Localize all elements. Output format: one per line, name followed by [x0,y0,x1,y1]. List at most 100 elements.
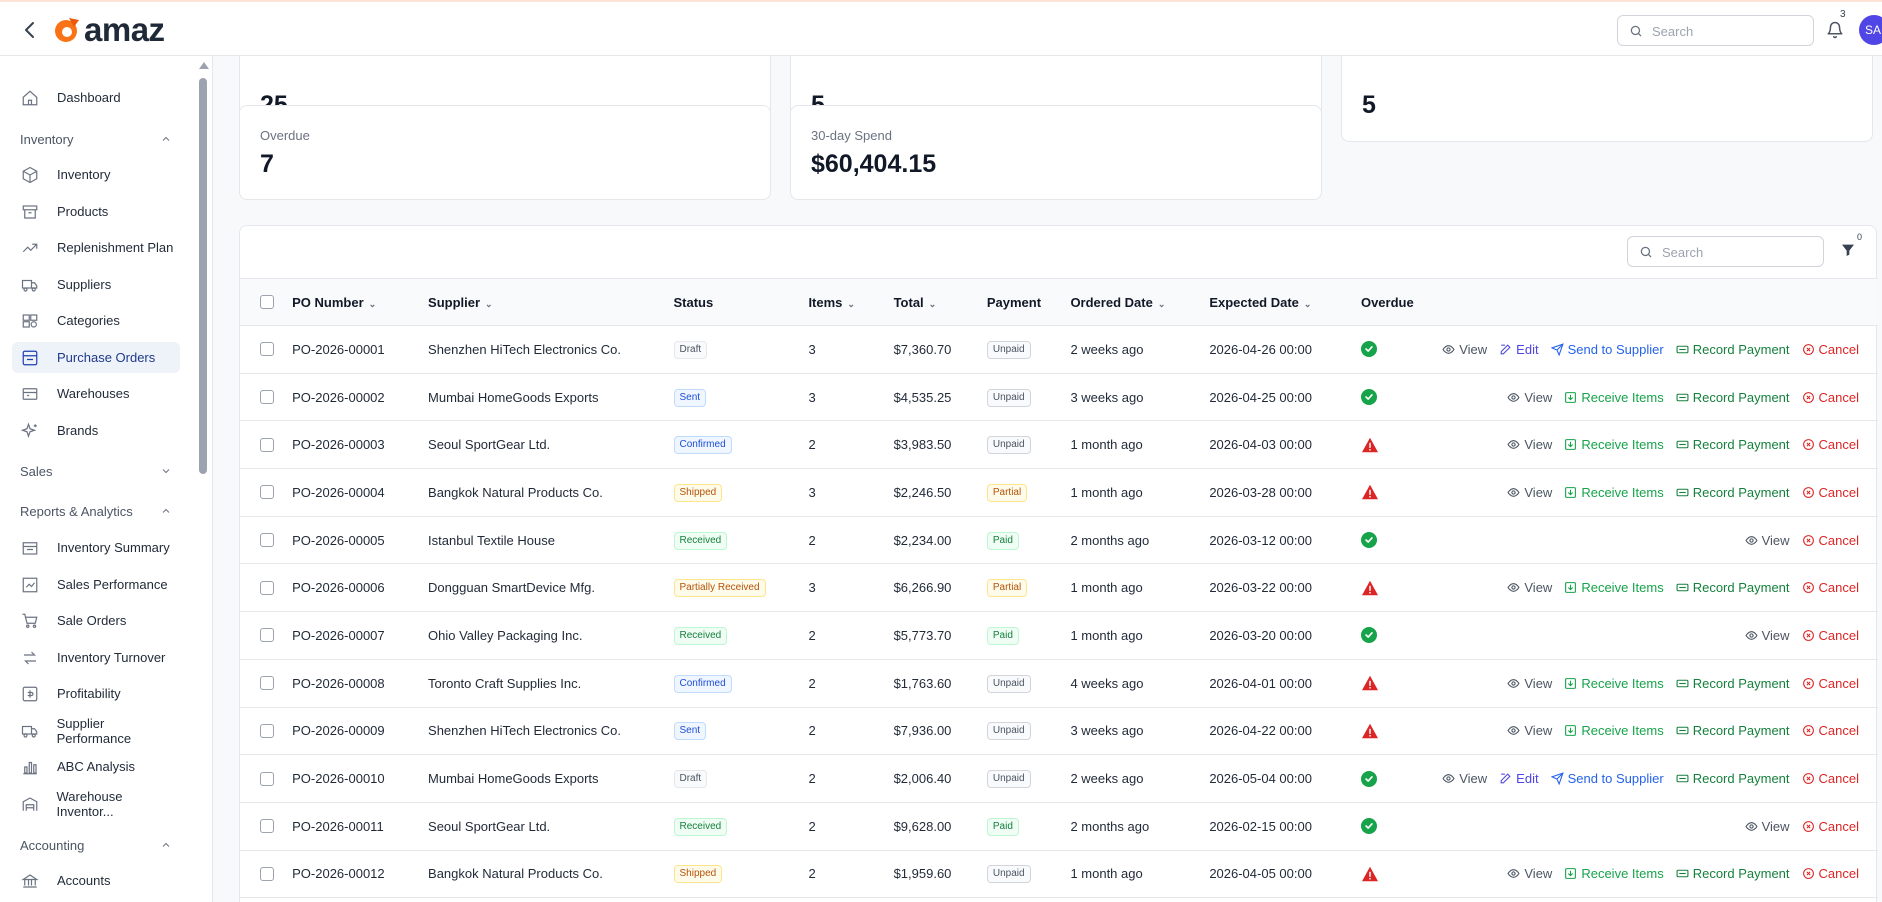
sidebar-item-inventory-turnover[interactable]: Inventory Turnover [12,642,180,673]
record-payment-action[interactable]: Record Payment [1676,342,1790,357]
view-action[interactable]: View [1442,771,1487,786]
view-action[interactable]: View [1507,437,1552,452]
sidebar-item-suppliers[interactable]: Suppliers [12,269,180,300]
sidebar-scrollbar[interactable] [196,56,210,902]
sidebar-item-sales-performance[interactable]: Sales Performance [12,569,180,600]
record-payment-action[interactable]: Record Payment [1676,771,1790,786]
receive-items-action[interactable]: Receive Items [1564,723,1664,738]
table-row[interactable]: PO-2026-00004 Bangkok Natural Products Co… [240,469,1878,517]
receive-items-action[interactable]: Receive Items [1564,676,1664,691]
brand-logo[interactable]: amaz [52,11,165,48]
row-checkbox[interactable] [260,533,274,548]
column-header-supplier[interactable]: Supplier ⌄ [428,278,674,326]
sidebar-item-supplier-performance[interactable]: Supplier Performance [12,715,180,746]
table-row[interactable]: PO-2026-00001 Shenzhen HiTech Electronics… [240,326,1878,374]
receive-items-action[interactable]: Receive Items [1564,437,1664,452]
sidebar-item-profitability[interactable]: Profitability [12,678,180,709]
record-payment-action[interactable]: Record Payment [1676,866,1790,881]
row-checkbox[interactable] [260,723,274,738]
view-action[interactable]: View [1507,723,1552,738]
column-header-ordered-date[interactable]: Ordered Date ⌄ [1070,278,1210,326]
row-checkbox[interactable] [260,628,274,643]
sidebar-item-inventory-summary[interactable]: Inventory Summary [12,532,180,563]
sidebar-item-replenishment-plan[interactable]: Replenishment Plan [12,232,180,263]
po-number-cell[interactable]: PO-2026-00011 [292,818,384,834]
view-action[interactable]: View [1507,390,1552,405]
edit-action[interactable]: Edit [1499,771,1539,786]
po-number-cell[interactable]: PO-2026-00008 [292,675,385,691]
record-payment-action[interactable]: Record Payment [1676,437,1790,452]
row-checkbox[interactable] [260,390,274,405]
cancel-action[interactable]: Cancel [1802,628,1859,643]
global-search-input[interactable] [1652,21,1802,41]
cancel-action[interactable]: Cancel [1802,866,1859,881]
row-checkbox[interactable] [260,676,274,691]
notifications-bell-icon[interactable] [1826,21,1844,39]
record-payment-action[interactable]: Record Payment [1676,485,1790,500]
sidebar-section-inventory[interactable]: Inventory [20,129,172,149]
cancel-action[interactable]: Cancel [1802,485,1859,500]
row-checkbox[interactable] [260,485,274,500]
receive-items-action[interactable]: Receive Items [1564,390,1664,405]
cancel-action[interactable]: Cancel [1802,676,1859,691]
sidebar-section-sales[interactable]: Sales [20,461,172,481]
row-checkbox[interactable] [260,819,274,834]
sidebar-item-warehouses[interactable]: Warehouses [12,378,180,409]
sidebar-item-products[interactable]: Products [12,196,180,227]
record-payment-action[interactable]: Record Payment [1676,390,1790,405]
receive-items-action[interactable]: Receive Items [1564,866,1664,881]
cancel-action[interactable]: Cancel [1802,437,1859,452]
receive-items-action[interactable]: Receive Items [1564,485,1664,500]
send-to-supplier-action[interactable]: Send to Supplier [1550,342,1664,357]
table-search-input[interactable] [1662,242,1812,262]
sidebar-item-abc-analysis[interactable]: ABC Analysis [12,751,180,782]
filter-icon[interactable] [1840,242,1856,258]
cancel-action[interactable]: Cancel [1802,533,1859,548]
view-action[interactable]: View [1507,676,1552,691]
global-search[interactable] [1617,15,1814,46]
sidebar-item-dashboard[interactable]: Dashboard [12,82,180,113]
po-number-cell[interactable]: PO-2026-00012 [292,866,385,882]
po-number-cell[interactable]: PO-2026-00009 [292,723,385,739]
po-number-cell[interactable]: PO-2026-00007 [292,627,385,643]
sidebar-item-inventory[interactable]: Inventory [12,159,180,190]
po-number-cell[interactable]: PO-2026-00006 [292,580,385,596]
view-action[interactable]: View [1745,628,1790,643]
po-number-cell[interactable]: PO-2026-00003 [292,437,385,453]
table-row[interactable]: PO-2026-00010 Mumbai HomeGoods Exports Dra… [240,755,1878,803]
row-checkbox[interactable] [260,866,274,881]
send-to-supplier-action[interactable]: Send to Supplier [1550,771,1664,786]
sidebar-item-categories[interactable]: Categories [12,305,180,336]
table-row[interactable]: PO-2026-00008 Toronto Craft Supplies Inc.… [240,659,1878,707]
select-all-checkbox[interactable] [260,295,274,309]
user-avatar[interactable]: SA [1859,15,1882,45]
row-checkbox[interactable] [260,771,274,786]
row-checkbox[interactable] [260,342,274,357]
table-row[interactable]: PO-2026-00003 Seoul SportGear Ltd. Confirm… [240,421,1878,469]
cancel-action[interactable]: Cancel [1802,342,1859,357]
view-action[interactable]: View [1745,819,1790,834]
sidebar-item-warehouse-inventory[interactable]: Warehouse Inventor... [12,788,180,819]
table-row[interactable]: PO-2026-00009 Shenzhen HiTech Electronics… [240,707,1878,755]
table-row[interactable]: PO-2026-00006 Dongguan SmartDevice Mfg. Pa… [240,564,1878,612]
cancel-action[interactable]: Cancel [1802,819,1859,834]
sidebar-item-sale-orders[interactable]: Sale Orders [12,605,180,636]
po-number-cell[interactable]: PO-2026-00001 [292,341,385,357]
edit-action[interactable]: Edit [1499,342,1539,357]
table-row[interactable]: PO-2026-00005 Istanbul Textile House Recei… [240,516,1878,564]
po-number-cell[interactable]: PO-2026-00005 [292,532,385,548]
record-payment-action[interactable]: Record Payment [1676,723,1790,738]
cancel-action[interactable]: Cancel [1802,723,1859,738]
sidebar-item-brands[interactable]: Brands [12,415,180,446]
po-number-cell[interactable]: PO-2026-00004 [292,484,385,500]
table-row[interactable]: PO-2026-00002 Mumbai HomeGoods Exports Sen… [240,373,1878,421]
sidebar-section-reports[interactable]: Reports & Analytics [20,501,172,521]
scroll-up-arrow-icon[interactable] [199,62,209,69]
cancel-action[interactable]: Cancel [1802,390,1859,405]
scrollbar-thumb[interactable] [199,78,207,474]
back-arrow-icon[interactable] [18,18,42,42]
table-row[interactable]: PO-2026-00007 Ohio Valley Packaging Inc. R… [240,612,1878,660]
view-action[interactable]: View [1507,580,1552,595]
column-header-total[interactable]: Total ⌄ [893,278,987,326]
table-search[interactable] [1627,236,1824,267]
